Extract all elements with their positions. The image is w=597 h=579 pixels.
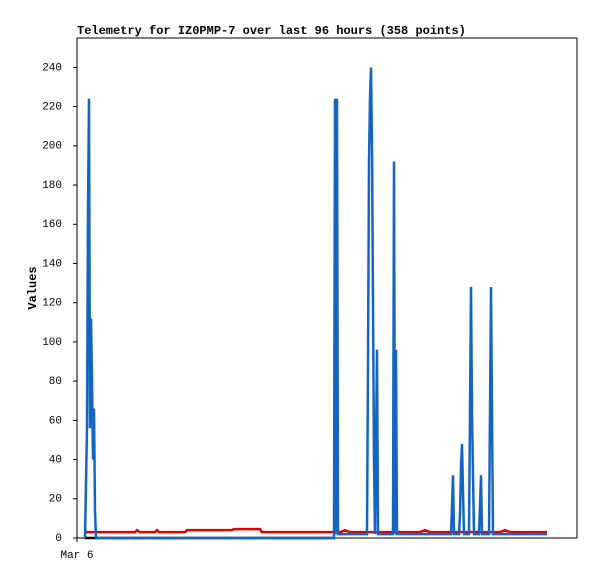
series-line: [85, 527, 547, 534]
y-tick-label: 240: [42, 62, 62, 74]
y-tick-label: 100: [42, 337, 62, 349]
series-line: [83, 67, 547, 540]
y-tick-label: 0: [55, 533, 62, 545]
y-axis-label: Values: [26, 266, 40, 309]
y-tick-label: 200: [42, 141, 62, 153]
y-tick-label: 40: [49, 454, 62, 466]
y-tick-label: 220: [42, 102, 62, 114]
x-tick-label: Mar 6: [60, 550, 93, 562]
y-tick-label: 140: [42, 258, 62, 270]
y-tick-label: 180: [42, 180, 62, 192]
chart-title: Telemetry for IZ0PMP-7 over last 96 hour…: [77, 24, 466, 38]
y-tick-label: 20: [49, 494, 62, 506]
y-tick-label: 120: [42, 298, 62, 310]
y-tick-label: 80: [49, 376, 62, 388]
y-tick-label: 160: [42, 219, 62, 231]
y-tick-label: 60: [49, 415, 62, 427]
